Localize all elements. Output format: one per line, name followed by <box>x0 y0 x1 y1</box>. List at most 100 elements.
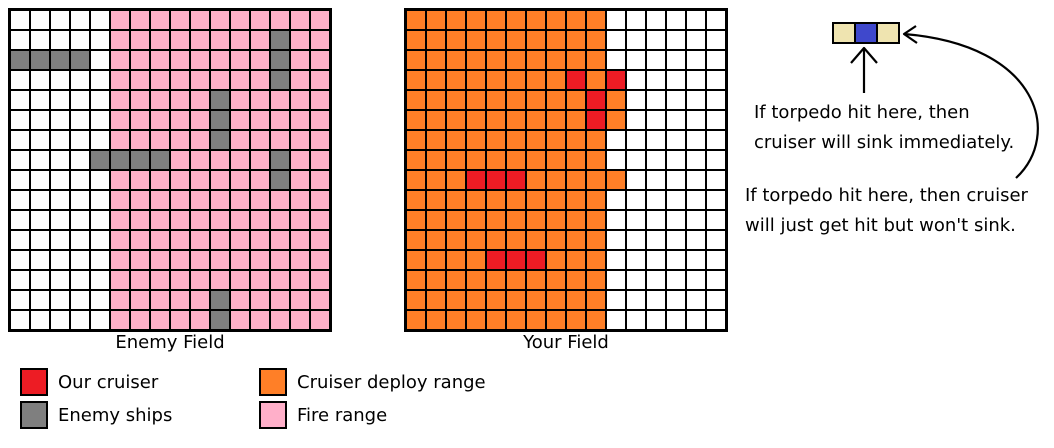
fire-range-cell[interactable] <box>310 130 330 150</box>
fire-range-cell[interactable] <box>310 170 330 190</box>
empty-cell[interactable] <box>646 190 666 210</box>
deploy-range-cell[interactable] <box>526 130 546 150</box>
empty-cell[interactable] <box>686 230 706 250</box>
fire-range-cell[interactable] <box>170 150 190 170</box>
empty-cell[interactable] <box>10 310 30 330</box>
fire-range-cell[interactable] <box>150 270 170 290</box>
deploy-range-cell[interactable] <box>546 250 566 270</box>
empty-cell[interactable] <box>50 230 70 250</box>
fire-range-cell[interactable] <box>110 190 130 210</box>
empty-cell[interactable] <box>666 90 686 110</box>
deploy-range-cell[interactable] <box>466 290 486 310</box>
enemy-ship-cell[interactable] <box>270 150 290 170</box>
deploy-range-cell[interactable] <box>446 190 466 210</box>
deploy-range-cell[interactable] <box>606 110 626 130</box>
empty-cell[interactable] <box>606 250 626 270</box>
fire-range-cell[interactable] <box>270 110 290 130</box>
empty-cell[interactable] <box>666 170 686 190</box>
deploy-range-cell[interactable] <box>586 150 606 170</box>
empty-cell[interactable] <box>50 190 70 210</box>
empty-cell[interactable] <box>606 270 626 290</box>
our-cruiser-cell[interactable] <box>606 70 626 90</box>
empty-cell[interactable] <box>686 250 706 270</box>
empty-cell[interactable] <box>10 70 30 90</box>
empty-cell[interactable] <box>646 250 666 270</box>
deploy-range-cell[interactable] <box>546 170 566 190</box>
fire-range-cell[interactable] <box>170 50 190 70</box>
empty-cell[interactable] <box>30 230 50 250</box>
fire-range-cell[interactable] <box>290 170 310 190</box>
deploy-range-cell[interactable] <box>426 210 446 230</box>
fire-range-cell[interactable] <box>130 310 150 330</box>
empty-cell[interactable] <box>646 30 666 50</box>
fire-range-cell[interactable] <box>130 190 150 210</box>
empty-cell[interactable] <box>666 150 686 170</box>
deploy-range-cell[interactable] <box>406 90 426 110</box>
enemy-ship-cell[interactable] <box>210 110 230 130</box>
empty-cell[interactable] <box>706 310 726 330</box>
empty-cell[interactable] <box>70 30 90 50</box>
fire-range-cell[interactable] <box>170 70 190 90</box>
empty-cell[interactable] <box>50 130 70 150</box>
deploy-range-cell[interactable] <box>566 270 586 290</box>
fire-range-cell[interactable] <box>190 90 210 110</box>
fire-range-cell[interactable] <box>310 70 330 90</box>
empty-cell[interactable] <box>686 190 706 210</box>
fire-range-cell[interactable] <box>310 250 330 270</box>
empty-cell[interactable] <box>706 270 726 290</box>
fire-range-cell[interactable] <box>230 170 250 190</box>
empty-cell[interactable] <box>626 250 646 270</box>
deploy-range-cell[interactable] <box>426 50 446 70</box>
empty-cell[interactable] <box>606 210 626 230</box>
fire-range-cell[interactable] <box>290 310 310 330</box>
fire-range-cell[interactable] <box>170 270 190 290</box>
empty-cell[interactable] <box>686 290 706 310</box>
empty-cell[interactable] <box>90 310 110 330</box>
fire-range-cell[interactable] <box>150 50 170 70</box>
deploy-range-cell[interactable] <box>486 270 506 290</box>
fire-range-cell[interactable] <box>250 150 270 170</box>
fire-range-cell[interactable] <box>110 170 130 190</box>
empty-cell[interactable] <box>646 70 666 90</box>
empty-cell[interactable] <box>50 270 70 290</box>
deploy-range-cell[interactable] <box>466 230 486 250</box>
fire-range-cell[interactable] <box>110 90 130 110</box>
deploy-range-cell[interactable] <box>526 90 546 110</box>
empty-cell[interactable] <box>686 90 706 110</box>
empty-cell[interactable] <box>50 90 70 110</box>
empty-cell[interactable] <box>626 270 646 290</box>
fire-range-cell[interactable] <box>230 290 250 310</box>
fire-range-cell[interactable] <box>310 310 330 330</box>
deploy-range-cell[interactable] <box>566 290 586 310</box>
fire-range-cell[interactable] <box>310 190 330 210</box>
empty-cell[interactable] <box>90 270 110 290</box>
deploy-range-cell[interactable] <box>486 150 506 170</box>
fire-range-cell[interactable] <box>110 110 130 130</box>
deploy-range-cell[interactable] <box>426 190 446 210</box>
deploy-range-cell[interactable] <box>466 70 486 90</box>
deploy-range-cell[interactable] <box>506 90 526 110</box>
empty-cell[interactable] <box>706 50 726 70</box>
deploy-range-cell[interactable] <box>506 230 526 250</box>
fire-range-cell[interactable] <box>190 130 210 150</box>
deploy-range-cell[interactable] <box>466 50 486 70</box>
empty-cell[interactable] <box>90 190 110 210</box>
fire-range-cell[interactable] <box>290 110 310 130</box>
fire-range-cell[interactable] <box>130 90 150 110</box>
fire-range-cell[interactable] <box>210 190 230 210</box>
empty-cell[interactable] <box>10 190 30 210</box>
fire-range-cell[interactable] <box>150 110 170 130</box>
enemy-field-grid[interactable] <box>8 8 332 332</box>
deploy-range-cell[interactable] <box>486 310 506 330</box>
deploy-range-cell[interactable] <box>446 210 466 230</box>
fire-range-cell[interactable] <box>290 130 310 150</box>
fire-range-cell[interactable] <box>110 310 130 330</box>
deploy-range-cell[interactable] <box>506 30 526 50</box>
empty-cell[interactable] <box>626 210 646 230</box>
deploy-range-cell[interactable] <box>566 170 586 190</box>
fire-range-cell[interactable] <box>270 10 290 30</box>
fire-range-cell[interactable] <box>210 150 230 170</box>
empty-cell[interactable] <box>686 10 706 30</box>
empty-cell[interactable] <box>666 310 686 330</box>
fire-range-cell[interactable] <box>150 30 170 50</box>
